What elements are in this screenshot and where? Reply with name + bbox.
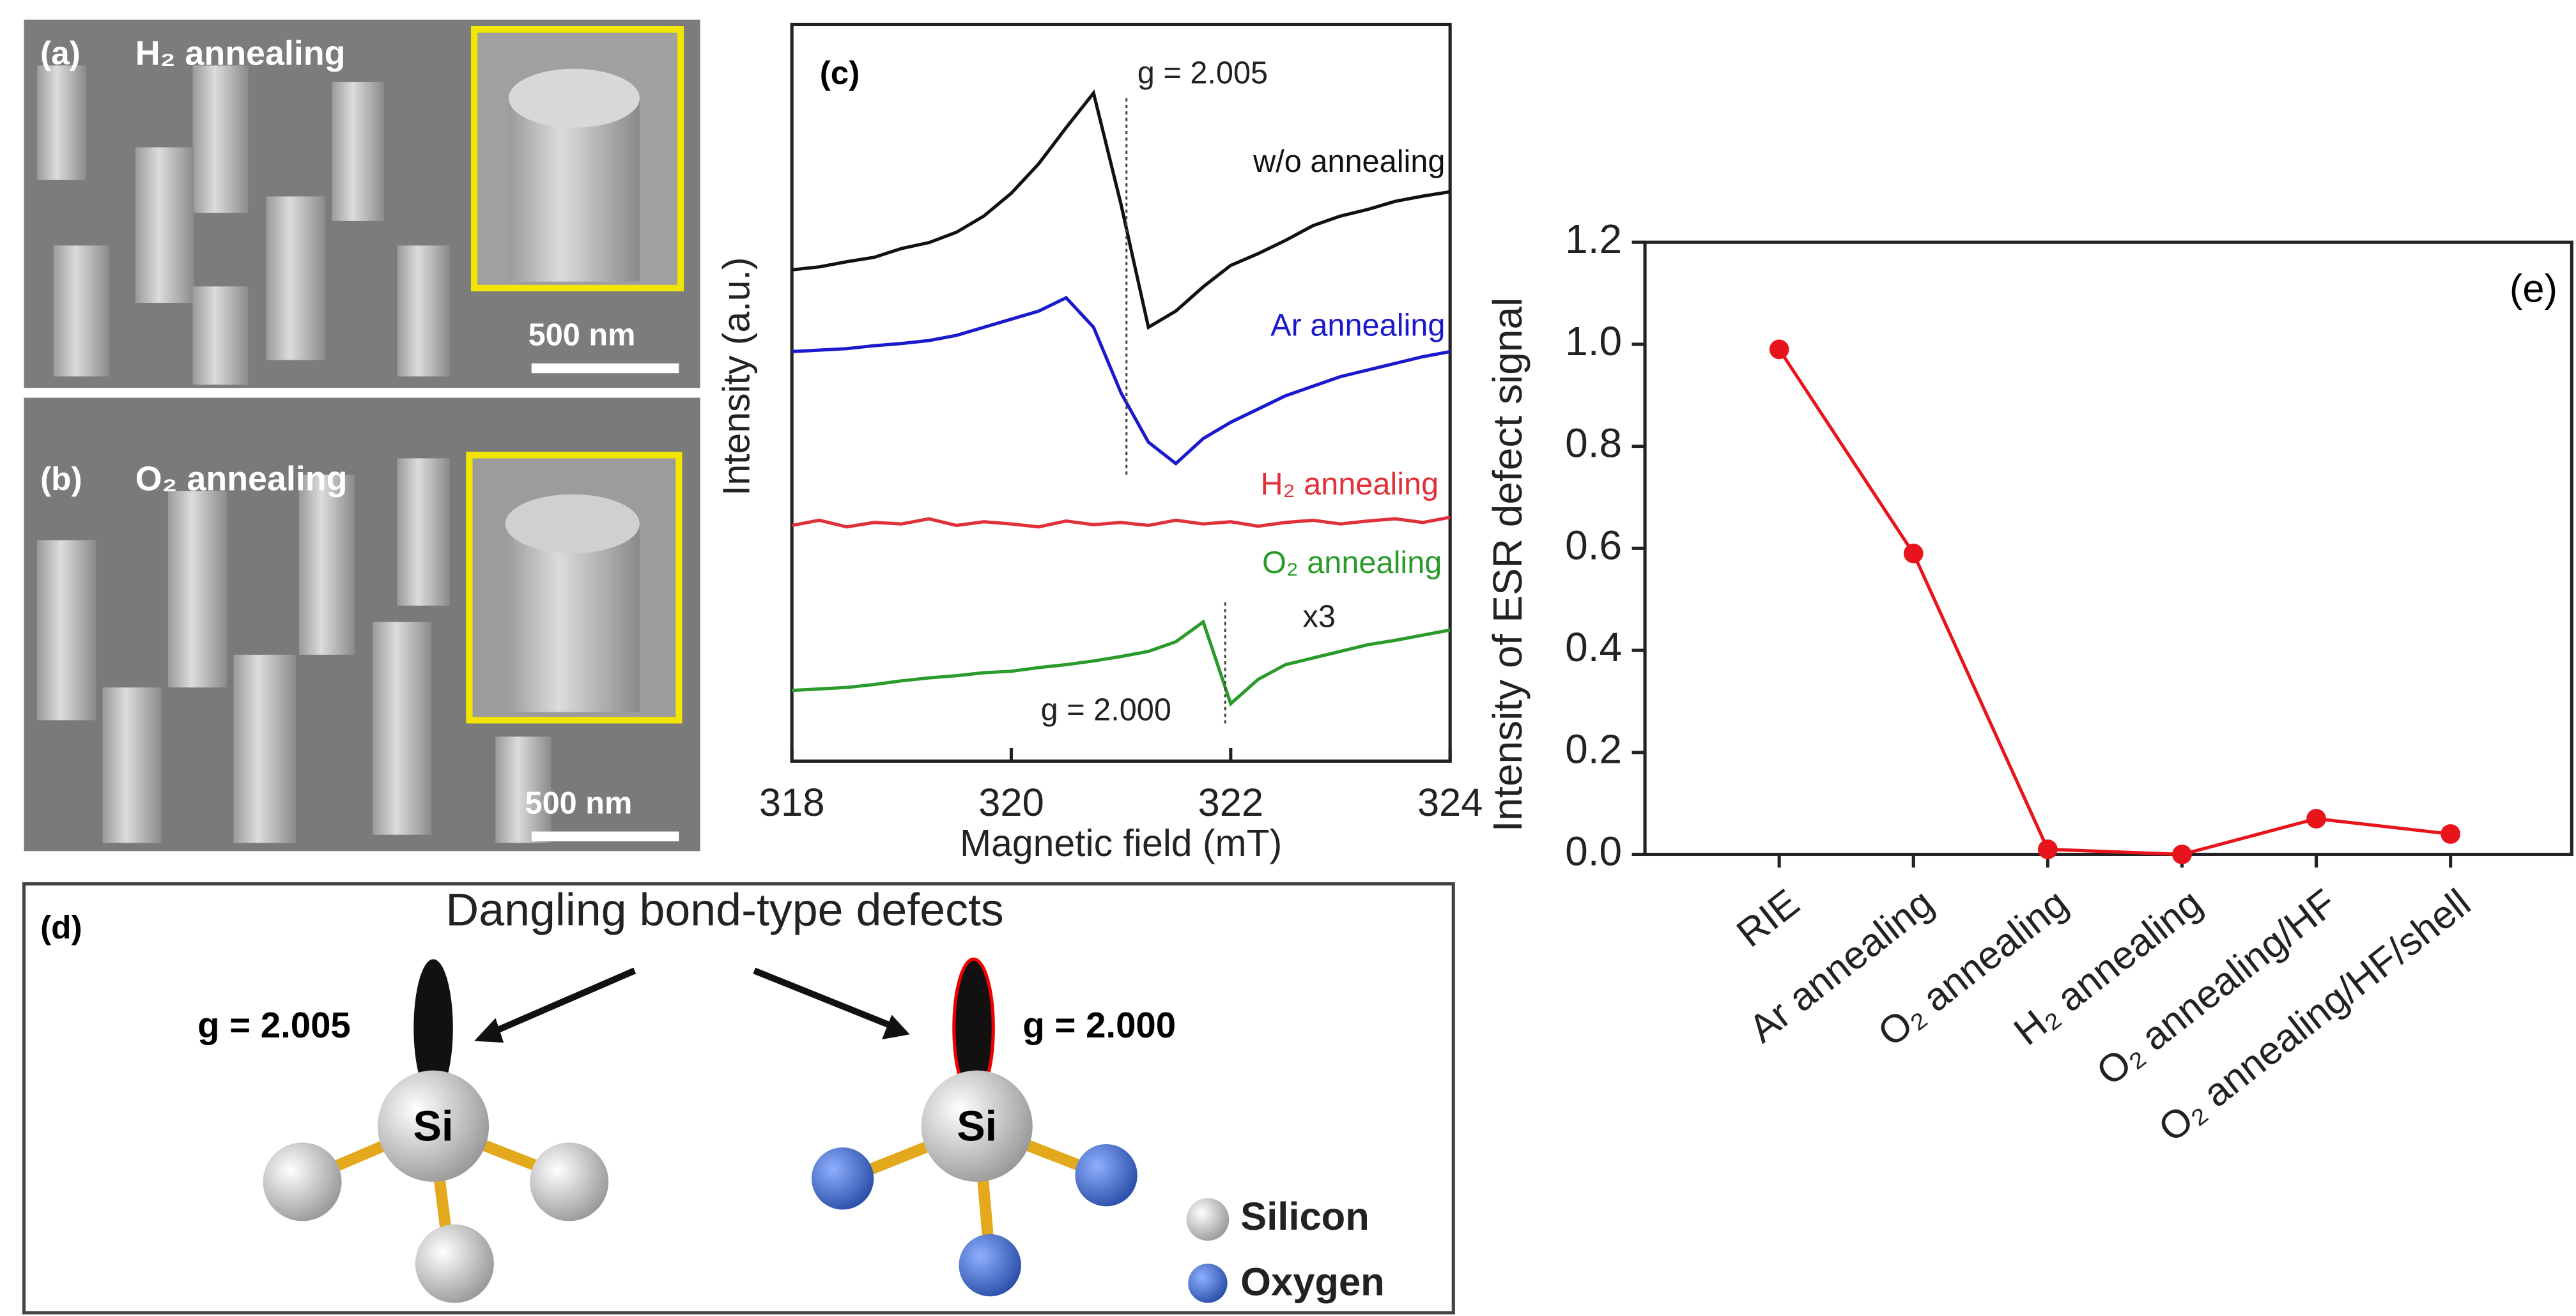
scale-bar <box>532 363 679 373</box>
data-point <box>2038 839 2058 859</box>
x-tick-label: O₂ annealing/HF <box>2088 881 2345 1094</box>
data-point <box>2172 845 2192 864</box>
panel-title: H₂ annealing <box>135 34 346 72</box>
data-point <box>1770 340 1789 360</box>
series-line <box>792 517 1450 527</box>
annotation: x3 <box>1303 599 1336 634</box>
legend-label: w/o annealing <box>1253 144 1445 179</box>
panel-label: (d) <box>40 909 82 945</box>
annotation: g = 2.005 <box>1138 56 1268 91</box>
annotation: g = 2.000 <box>1041 692 1171 727</box>
y-tick-label: 0.4 <box>1565 624 1622 670</box>
data-point <box>2441 824 2460 844</box>
atom-label: Si <box>413 1103 454 1151</box>
x-tick-label: RIE <box>1729 881 1807 956</box>
legend-label: H₂ annealing <box>1261 467 1439 501</box>
series-line <box>1779 349 2450 855</box>
data-point <box>2306 809 2326 829</box>
scale-bar-label: 500 nm <box>525 786 633 820</box>
y-axis-label: Intensity of ESR defect signal <box>1485 298 1531 832</box>
scale-bar-label: 500 nm <box>528 318 636 353</box>
x-axis-label: Magnetic field (mT) <box>960 823 1282 864</box>
data-point <box>1904 544 1924 563</box>
series-line <box>792 93 1450 328</box>
diagram-title: Dangling bond-type defects <box>445 885 1003 936</box>
y-tick-label: 0.0 <box>1565 828 1622 874</box>
atom-label: Si <box>957 1103 997 1151</box>
x-tick-label: 320 <box>978 781 1044 825</box>
panel-label: (b) <box>40 461 82 497</box>
legend-label: Silicon <box>1240 1195 1369 1239</box>
diagram-panel: (d) Dangling bond-type defects g = 2.005… <box>24 884 1453 1313</box>
plot-frame <box>1645 242 2572 854</box>
sem-panel-a: (a) H₂ annealing 500 nm <box>24 20 700 388</box>
y-tick-label: 0.2 <box>1565 726 1622 772</box>
x-tick-label: 324 <box>1417 781 1483 825</box>
sem-panel-b: (b) O₂ annealing 500 nm <box>24 398 700 852</box>
y-tick-label: 0.8 <box>1565 420 1622 466</box>
panel-label: (c) <box>820 54 860 91</box>
g-label: g = 2.005 <box>197 1005 351 1045</box>
x-tick-label: 322 <box>1198 781 1264 825</box>
y-tick-label: 0.6 <box>1565 522 1622 568</box>
y-axis-label: Intensity (a.u.) <box>716 257 758 496</box>
g-label: g = 2.000 <box>1022 1005 1176 1045</box>
panel-label: (e) <box>2510 266 2557 310</box>
panel-label: (a) <box>40 35 81 72</box>
y-tick-label: 1.2 <box>1565 216 1622 262</box>
page: (a) H₂ annealing 500 nm (b) O₂ annealing… <box>0 0 2576 1316</box>
x-tick-label: 318 <box>759 781 825 825</box>
figure: (a) H₂ annealing 500 nm (b) O₂ annealing… <box>0 0 2576 1316</box>
scale-bar <box>532 832 679 841</box>
legend-label: Ar annealing <box>1270 308 1445 342</box>
series-line <box>792 622 1450 704</box>
y-tick-label: 1.0 <box>1565 318 1622 364</box>
legend-label: O₂ annealing <box>1262 546 1442 580</box>
panel-title: O₂ annealing <box>135 460 348 498</box>
legend-label: Oxygen <box>1240 1260 1385 1305</box>
